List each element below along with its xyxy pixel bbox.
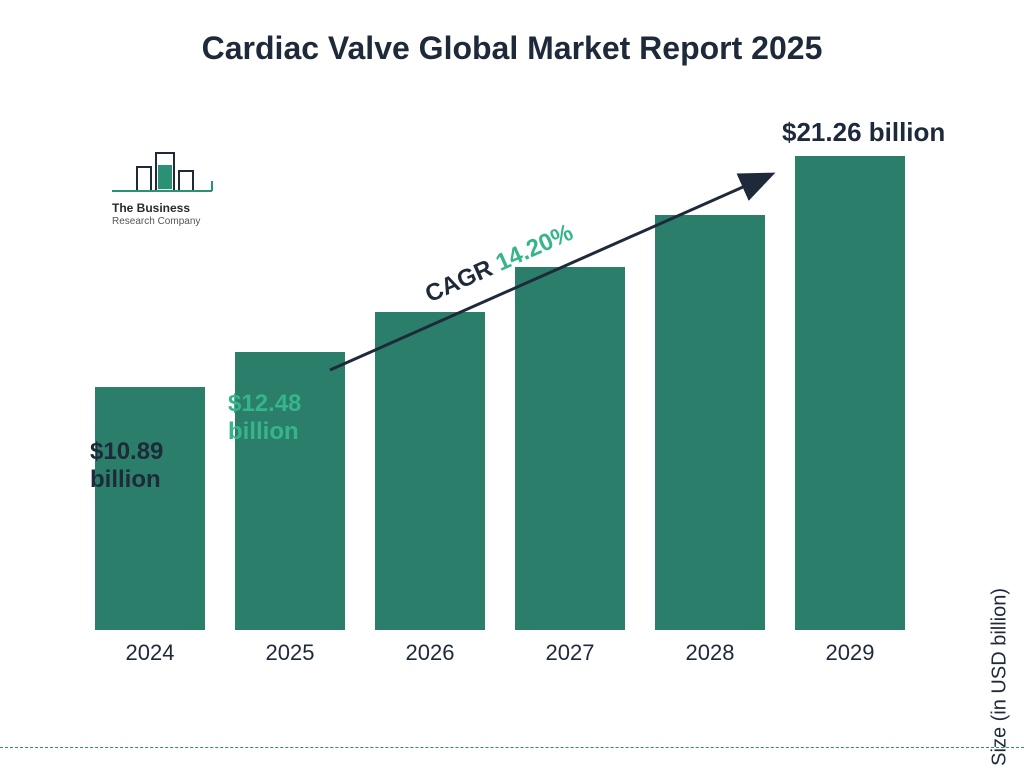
bar-2028	[655, 215, 765, 630]
xlabel-2029: 2029	[795, 634, 905, 670]
xlabel-2025: 2025	[235, 634, 345, 670]
bar-chart: 2024 2025 2026 2027 2028 2029	[80, 140, 950, 670]
chart-title: Cardiac Valve Global Market Report 2025	[0, 30, 1024, 67]
xlabel-2026: 2026	[375, 634, 485, 670]
xlabel-2027: 2027	[515, 634, 625, 670]
bottom-divider	[0, 747, 1024, 748]
callout-2024: $10.89 billion	[90, 438, 163, 493]
y-axis-label: Market Size (in USD billion)	[989, 588, 1012, 768]
callout-2029: $21.26 billion	[782, 118, 945, 148]
bar-2026	[375, 312, 485, 630]
callout-2025: $12.48 billion	[228, 390, 301, 445]
bar-2027	[515, 267, 625, 630]
xlabel-2028: 2028	[655, 634, 765, 670]
bar-2024	[95, 387, 205, 630]
xlabel-2024: 2024	[95, 634, 205, 670]
bar-2029	[795, 156, 905, 630]
